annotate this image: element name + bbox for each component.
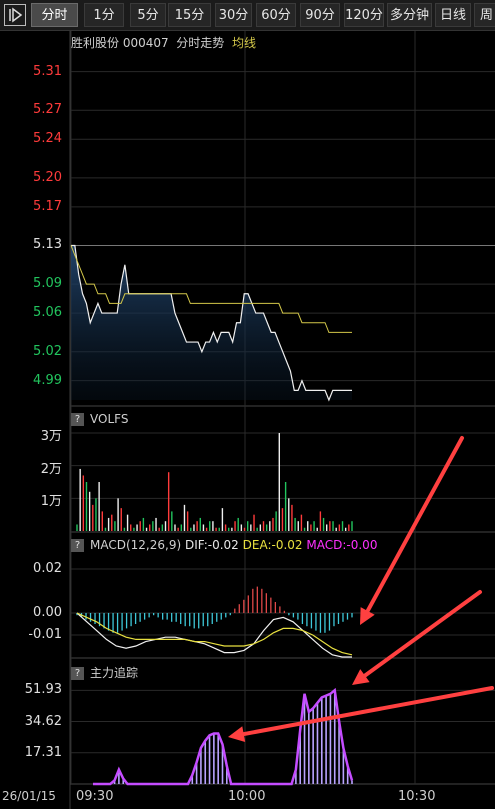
tracker-ytick-2: 17.31 xyxy=(24,744,62,760)
chart-canvas xyxy=(69,31,495,809)
arrow-macd-head xyxy=(360,607,375,625)
tab-4[interactable]: 30分 xyxy=(215,3,252,27)
avg-line xyxy=(70,245,352,333)
price-area xyxy=(71,245,352,400)
help-icon[interactable]: ? xyxy=(71,667,84,680)
xtick-0930: 09:30 xyxy=(76,789,114,804)
tab-8[interactable]: 多分钟 xyxy=(387,3,432,27)
vol-ytick-2: 1万 xyxy=(40,494,62,510)
tab-1[interactable]: 1分 xyxy=(84,3,124,27)
tracker-ytick-1: 34.62 xyxy=(24,713,62,729)
macd-ytick-0: 0.02 xyxy=(33,561,62,576)
arrow-macd-shaft xyxy=(362,436,464,619)
price-ytick-4: 5.17 xyxy=(33,198,62,214)
tracker-title: 主力追踪 xyxy=(90,666,139,680)
volfs-title: VOLFS xyxy=(90,412,129,426)
tab-9[interactable]: 日线 xyxy=(435,3,471,27)
macd-panel-title: ? MACD(12,26,9) DIF:-0.02 DEA:-0.02 MACD:… xyxy=(71,538,377,552)
macd-value: MACD:-0.00 xyxy=(306,538,378,552)
price-ytick-9: 4.99 xyxy=(33,372,62,388)
macd-ytick-1: 0.00 xyxy=(33,605,62,620)
dea-line xyxy=(76,612,353,656)
price-ytick-0: 5.31 xyxy=(33,63,62,79)
help-icon[interactable]: ? xyxy=(71,539,84,552)
price-ytick-3: 5.20 xyxy=(33,169,62,185)
xtick-1030: 10:30 xyxy=(398,789,436,804)
avg-label: 均线 xyxy=(231,36,256,50)
play-button[interactable] xyxy=(4,4,26,26)
dif-value: DIF:-0.02 xyxy=(184,538,239,552)
tracker-panel-title: ? 主力追踪 xyxy=(71,664,138,681)
arrow-tracker-mid-head xyxy=(228,726,246,742)
tab-10[interactable]: 周 xyxy=(474,3,495,27)
arrow-tracker-peak-shaft xyxy=(358,590,482,682)
xtick-1000: 10:00 xyxy=(228,789,266,804)
date-label: 26/01/15 xyxy=(2,789,56,803)
price-ytick-7: 5.06 xyxy=(33,305,62,321)
stock-code: 000407 xyxy=(122,36,169,50)
vol-ytick-0: 3万 xyxy=(40,429,62,444)
tab-0[interactable]: 分时 xyxy=(31,3,78,27)
arrow-tracker-mid-shaft xyxy=(235,686,494,738)
play-icon xyxy=(9,7,23,23)
tracker-line xyxy=(93,687,354,786)
chart-label: 分时走势 xyxy=(176,36,225,50)
dea-value: DEA:-0.02 xyxy=(242,538,303,552)
tab-6[interactable]: 90分 xyxy=(300,3,340,27)
dif-line xyxy=(76,612,352,658)
arrow-tracker-peak-head xyxy=(352,669,370,685)
macd-ytick-2: -0.01 xyxy=(28,627,62,642)
price-ytick-2: 5.24 xyxy=(33,131,62,147)
tab-3[interactable]: 15分 xyxy=(168,3,211,27)
stock-name: 胜利股份 xyxy=(71,36,120,50)
price-line xyxy=(71,244,352,402)
macd-title: MACD(12,26,9) xyxy=(90,538,182,552)
price-ytick-5: 5.13 xyxy=(33,237,62,253)
volfs-panel-title: ? VOLFS xyxy=(71,412,128,426)
period-toolbar: 分时 1分 5分 15分 30分 60分 90分 120分 多分钟 日线周 xyxy=(0,0,495,31)
help-icon[interactable]: ? xyxy=(71,413,84,426)
tab-5[interactable]: 60分 xyxy=(256,3,296,27)
tab-7[interactable]: 120分 xyxy=(344,3,384,27)
price-ytick-1: 5.27 xyxy=(33,102,62,118)
tab-2[interactable]: 5分 xyxy=(130,3,166,27)
price-panel-title: 胜利股份 000407 分时走势 均线 xyxy=(71,34,256,51)
price-ytick-8: 5.02 xyxy=(33,343,62,359)
vol-ytick-1: 2万 xyxy=(40,461,62,477)
tracker-ytick-0: 51.93 xyxy=(24,682,62,698)
price-ytick-6: 5.09 xyxy=(33,276,62,292)
